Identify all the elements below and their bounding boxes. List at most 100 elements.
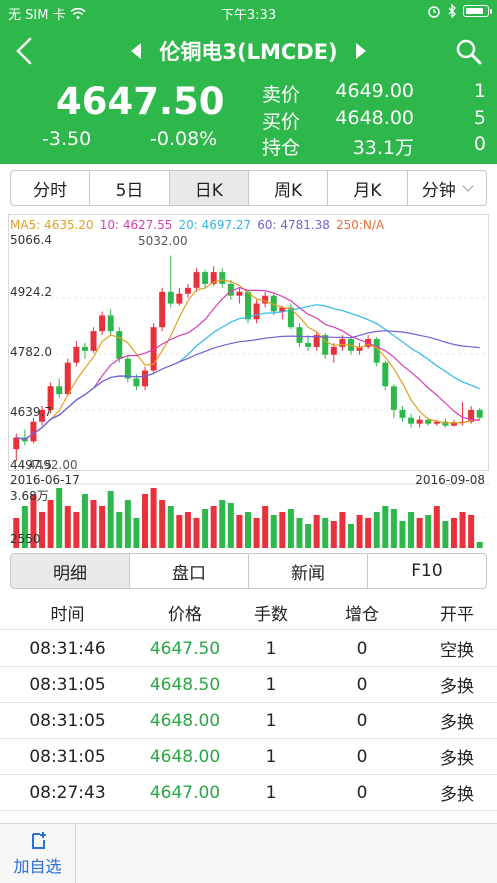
search-icon[interactable]	[455, 38, 483, 66]
candle-body	[425, 419, 432, 424]
x-start-label: 2016-06-17	[10, 473, 80, 487]
y-tick-label: 5066.4	[10, 233, 52, 247]
volume-bar	[253, 518, 260, 548]
tab-daily-k[interactable]: 日K	[169, 171, 249, 205]
cell-time: 08:31:46	[29, 638, 106, 659]
tab-monthly-k[interactable]: 月K	[328, 171, 408, 205]
tab-label: 盘口	[172, 563, 206, 584]
last-price: 4647.50	[56, 80, 225, 123]
volume-bar	[322, 518, 329, 548]
cell-oi-change: 0	[356, 746, 368, 767]
tab-f10[interactable]: F10	[368, 554, 486, 588]
prev-contract-icon[interactable]	[131, 43, 142, 59]
table-row: 08:27:43 4647.00 1 0 多换	[0, 775, 497, 811]
tab-order-book[interactable]: 盘口	[130, 554, 249, 588]
battery-fill	[465, 7, 484, 14]
candle-body	[159, 291, 166, 328]
tab-5day[interactable]: 5日	[90, 171, 170, 205]
cell-price: 4648.00	[149, 746, 221, 767]
col-header-lots: 手数	[254, 605, 288, 625]
cell-lots: 1	[265, 710, 277, 731]
quote-label: 买价	[262, 111, 301, 133]
volume-bar	[159, 500, 166, 548]
cell-oi-change: 0	[356, 710, 368, 731]
volume-bar	[270, 515, 277, 548]
candle-body	[262, 295, 269, 304]
cell-open-close: 多换	[440, 785, 474, 805]
candle-body	[296, 327, 303, 343]
volume-bar	[459, 512, 466, 548]
volume-bar	[142, 494, 149, 548]
candle-body	[408, 417, 415, 424]
trade-table-header: 时间 价格 手数 增仓 开平	[0, 596, 497, 630]
cell-lots: 1	[265, 674, 277, 695]
candle-body	[219, 272, 226, 284]
status-bar: 无 SIM 卡 下午3:33	[0, 0, 497, 26]
bottom-toolbar: 加自选	[0, 823, 497, 883]
candle-body	[459, 421, 466, 423]
quote-count: 1	[473, 80, 486, 102]
volume-bar	[287, 509, 294, 548]
low-annotation: 4492.00	[28, 458, 78, 472]
volume-bar	[64, 506, 71, 548]
volume-bar	[425, 515, 432, 548]
tab-news[interactable]: 新闻	[249, 554, 368, 588]
volume-bar	[305, 524, 312, 548]
quote-row-ask: 卖价 4649.00 1	[262, 80, 492, 106]
period-tabs: 分时 5日 日K 周K 月K 分钟	[10, 170, 487, 206]
cell-time: 08:31:05	[29, 674, 106, 695]
trade-table-body[interactable]: 08:31:46 4647.50 1 0 空换 08:31:05 4648.50…	[0, 631, 497, 811]
candle-body	[202, 272, 209, 284]
tab-weekly-k[interactable]: 周K	[249, 171, 329, 205]
kline-chart[interactable]: MA5: 4635.20 10: 4627.55 20: 4697.27 60:…	[8, 214, 489, 550]
volume-bar	[133, 518, 140, 548]
volume-bar	[416, 518, 423, 548]
candle-body	[176, 293, 183, 304]
volume-bar	[390, 509, 397, 548]
volume-bar	[313, 515, 320, 548]
candle-body	[433, 421, 440, 424]
info-tabs: 明细 盘口 新闻 F10	[10, 553, 487, 589]
candle-body	[279, 307, 286, 312]
candle-body	[167, 291, 174, 304]
ma-legend: MA5: 4635.20 10: 4627.55 20: 4697.27 60:…	[10, 218, 384, 232]
volume-bar	[244, 512, 252, 548]
back-icon[interactable]	[12, 36, 36, 66]
volume-bar	[47, 500, 54, 548]
alarm-icon	[428, 6, 440, 18]
battery-icon	[463, 5, 492, 17]
table-row: 08:31:46 4647.50 1 0 空换	[0, 631, 497, 667]
ma20-label: 20: 4697.27	[178, 218, 252, 232]
volume-bar	[399, 521, 406, 548]
volume-bar	[365, 518, 372, 548]
volume-bar	[356, 515, 363, 548]
quote-value: 4649.00	[335, 80, 414, 102]
candle-body	[64, 362, 71, 395]
candle-body	[193, 272, 200, 288]
tab-intraday[interactable]: 分时	[11, 171, 91, 205]
add-favorite-button[interactable]: 加自选	[0, 824, 76, 883]
quote-row-open-interest: 持仓 33.1万 0	[262, 133, 492, 159]
tab-details[interactable]: 明细	[11, 554, 130, 588]
cell-open-close: 多换	[440, 677, 474, 697]
volume-bar	[21, 506, 28, 548]
ma60-label: 60: 4781.38	[257, 218, 330, 232]
candle-body	[116, 331, 123, 359]
candle-body	[56, 386, 63, 395]
nav-bar: 伦铜电3(LMCDE)	[0, 26, 497, 76]
col-header-oi-change: 增仓	[345, 605, 379, 625]
cell-oi-change: 0	[356, 674, 368, 695]
cell-lots: 1	[265, 782, 277, 803]
volume-bar	[73, 512, 80, 548]
next-contract-icon[interactable]	[355, 43, 366, 59]
candle-body	[124, 358, 131, 379]
tab-minute[interactable]: 分钟	[408, 171, 486, 205]
y-tick-label: 4924.2	[10, 285, 52, 299]
ma5-line	[16, 279, 480, 441]
add-favorite-label: 加自选	[13, 857, 62, 876]
nav-title-group: 伦铜电3(LMCDE)	[0, 26, 497, 76]
quote-count: 5	[473, 107, 486, 129]
tab-label: 分钟	[421, 180, 456, 201]
y-tick-label: 4782.0	[10, 345, 52, 359]
candle-body	[39, 409, 46, 422]
